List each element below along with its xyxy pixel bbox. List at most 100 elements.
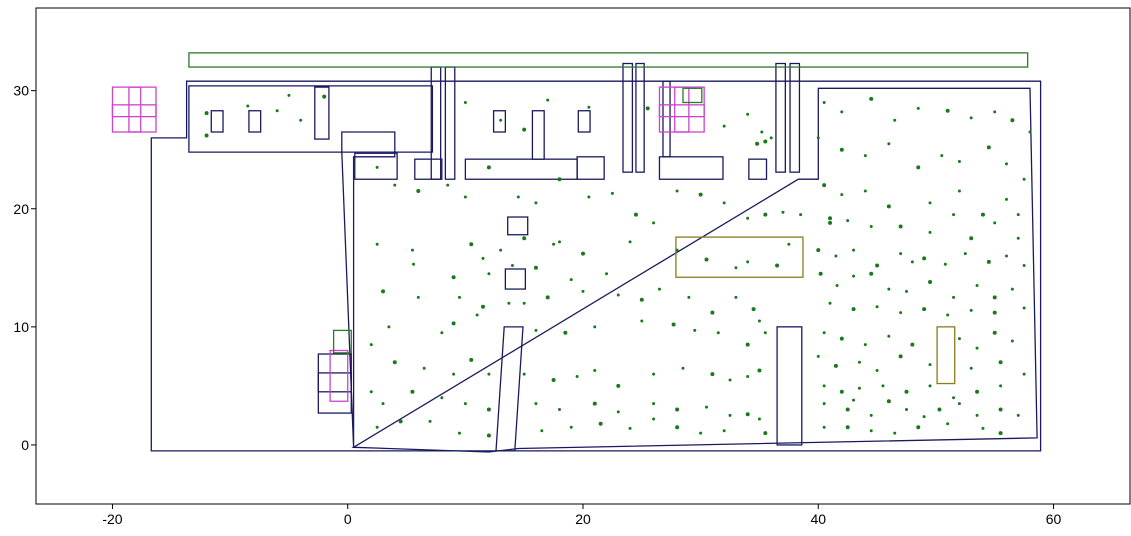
data-point <box>893 119 896 122</box>
data-point <box>846 408 850 412</box>
data-point <box>705 258 709 262</box>
data-point <box>487 434 491 438</box>
data-point <box>499 249 502 252</box>
data-point <box>993 110 996 113</box>
data-point <box>987 260 991 264</box>
data-point <box>870 429 873 432</box>
data-point <box>922 307 926 311</box>
data-point <box>1011 288 1014 291</box>
data-point <box>999 360 1003 364</box>
data-point <box>705 406 708 409</box>
data-point <box>840 148 844 152</box>
data-point <box>869 97 873 101</box>
data-point <box>816 248 820 252</box>
data-point <box>563 331 567 335</box>
data-point <box>876 305 879 308</box>
data-point <box>952 213 955 216</box>
data-point <box>775 263 779 267</box>
data-point <box>672 322 676 326</box>
data-point <box>376 166 379 169</box>
data-point <box>717 331 720 334</box>
data-point <box>487 373 490 376</box>
data-point <box>887 399 891 403</box>
data-point <box>469 242 473 246</box>
data-point <box>581 252 585 256</box>
data-point <box>699 432 702 435</box>
data-point <box>487 408 491 412</box>
data-point <box>276 109 279 112</box>
data-point <box>828 216 832 220</box>
data-point <box>676 249 679 252</box>
x-tick-label: -20 <box>102 511 122 527</box>
data-point <box>611 192 614 195</box>
data-point <box>534 402 537 405</box>
data-point <box>864 343 867 346</box>
data-point <box>875 263 879 267</box>
data-point <box>464 195 467 198</box>
data-point <box>929 363 932 366</box>
data-point <box>970 367 973 370</box>
data-point <box>522 128 526 132</box>
data-point <box>887 142 890 145</box>
data-point <box>905 408 908 411</box>
data-point <box>205 134 209 138</box>
data-point <box>746 412 750 416</box>
data-point <box>729 379 732 382</box>
data-point <box>452 275 456 279</box>
data-point <box>546 99 549 102</box>
data-point <box>944 263 947 266</box>
data-point <box>710 311 714 315</box>
data-point <box>523 373 526 376</box>
data-point <box>917 107 920 110</box>
data-point <box>640 319 643 322</box>
data-point <box>487 272 490 275</box>
data-point <box>1017 237 1020 240</box>
data-point <box>523 302 526 305</box>
data-point <box>929 231 932 234</box>
data-point <box>287 94 290 97</box>
data-point <box>658 288 661 291</box>
data-point <box>870 414 873 417</box>
data-point <box>370 343 373 346</box>
data-point <box>1017 414 1020 417</box>
data-point <box>823 101 826 104</box>
data-point <box>969 236 973 240</box>
data-point <box>975 390 979 394</box>
data-point <box>729 414 732 417</box>
data-point <box>958 160 961 163</box>
data-point <box>887 204 891 208</box>
data-point <box>412 263 415 266</box>
data-point <box>757 369 761 373</box>
data-point <box>734 266 737 269</box>
data-point <box>570 278 573 281</box>
data-point <box>823 331 826 334</box>
x-tick-label: 20 <box>575 511 591 527</box>
data-point <box>852 307 856 311</box>
data-point <box>481 305 485 309</box>
data-point <box>387 325 390 328</box>
data-point <box>746 260 749 263</box>
data-point <box>410 390 414 394</box>
data-point <box>840 337 844 341</box>
data-point <box>417 296 420 299</box>
data-point <box>593 325 596 328</box>
data-point <box>846 219 849 222</box>
data-point <box>964 252 967 255</box>
data-point <box>910 343 914 347</box>
data-point <box>981 213 985 217</box>
data-point <box>617 293 620 296</box>
data-point <box>840 390 844 394</box>
data-point <box>587 106 590 109</box>
data-point <box>746 343 750 347</box>
data-point <box>952 296 955 299</box>
data-point <box>864 154 867 157</box>
data-point <box>904 390 908 394</box>
data-point <box>822 183 826 187</box>
data-point <box>576 375 579 378</box>
data-point <box>452 321 456 325</box>
data-point <box>899 252 902 255</box>
data-point <box>858 387 861 390</box>
data-point <box>511 264 514 267</box>
data-point <box>652 221 655 224</box>
